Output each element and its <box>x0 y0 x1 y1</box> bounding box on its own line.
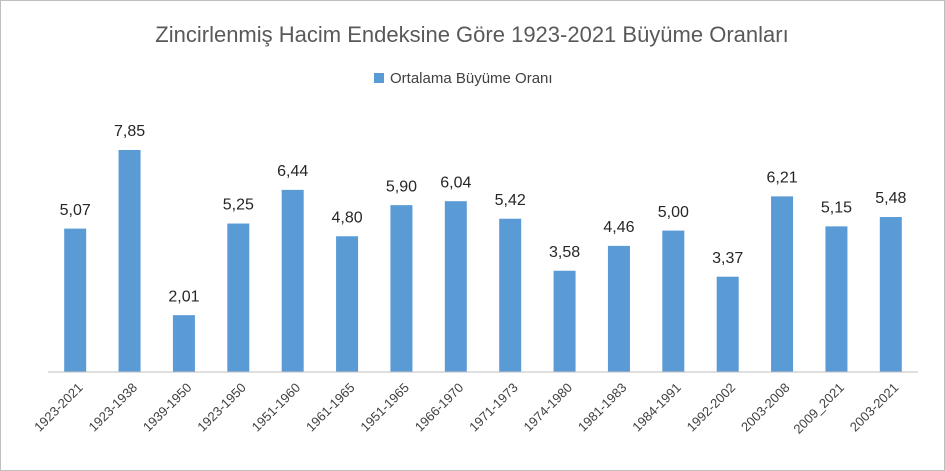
data-label: 5,48 <box>875 190 906 207</box>
bar <box>662 230 685 372</box>
data-label: 5,07 <box>60 202 91 219</box>
chart-title: Zincirlenmiş Hacim Endeksine Göre 1923-2… <box>155 22 788 47</box>
data-label: 5,25 <box>223 197 254 214</box>
bar <box>390 205 413 372</box>
bar <box>825 226 848 372</box>
legend-swatch <box>374 73 384 83</box>
bar <box>444 201 467 372</box>
data-label: 4,80 <box>331 209 362 226</box>
bar <box>771 196 794 372</box>
legend-label: Ortalama Büyüme Oranı <box>390 70 553 87</box>
data-label: 6,44 <box>277 163 308 180</box>
data-label: 6,04 <box>440 174 471 191</box>
data-label: 5,42 <box>495 192 526 209</box>
bar <box>607 245 630 372</box>
bar <box>336 236 359 372</box>
data-label: 3,37 <box>712 250 743 267</box>
bar <box>118 150 141 372</box>
data-label: 2,01 <box>168 288 199 305</box>
data-label: 5,15 <box>821 200 852 217</box>
bar <box>227 223 250 372</box>
data-label: 6,21 <box>766 170 797 187</box>
bar <box>716 276 739 372</box>
data-label: 4,46 <box>603 219 634 236</box>
data-label: 5,90 <box>386 178 417 195</box>
bar <box>499 218 522 372</box>
bar <box>879 217 902 372</box>
data-label: 7,85 <box>114 123 145 140</box>
bar <box>281 189 304 372</box>
data-label: 3,58 <box>549 244 580 261</box>
bar <box>172 315 195 372</box>
bar <box>553 270 576 372</box>
data-label: 5,00 <box>658 204 689 221</box>
bar <box>64 228 87 372</box>
